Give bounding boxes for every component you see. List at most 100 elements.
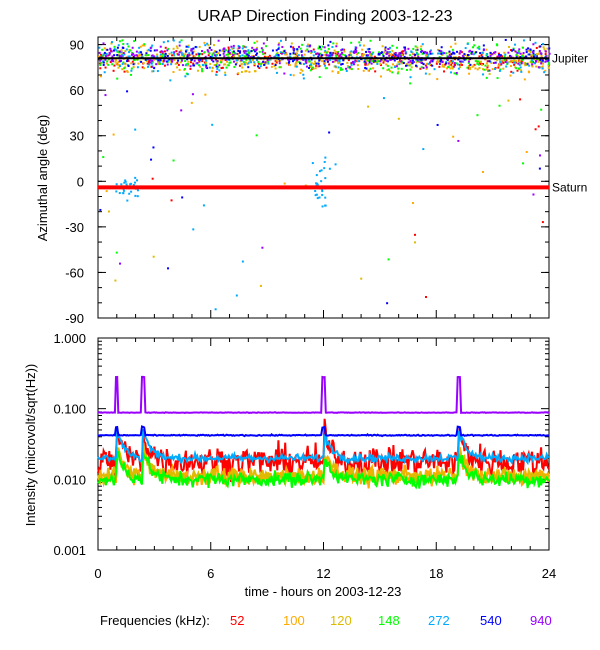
data-point (328, 167, 331, 170)
outlier-point (397, 117, 400, 120)
data-point (453, 62, 456, 65)
data-point (363, 60, 366, 63)
data-point (201, 69, 204, 72)
data-point (186, 49, 189, 52)
data-point (511, 59, 514, 62)
data-point (116, 46, 119, 49)
data-point (517, 51, 520, 54)
data-point (227, 53, 230, 56)
data-point (319, 46, 322, 49)
data-point (304, 58, 307, 61)
data-point (161, 50, 164, 53)
data-point (264, 52, 267, 55)
data-point (147, 54, 150, 57)
data-point (324, 64, 327, 67)
data-point (366, 63, 369, 66)
data-point (394, 51, 397, 54)
data-point (460, 60, 463, 63)
data-point (224, 59, 227, 62)
data-point (500, 63, 503, 66)
data-point (275, 71, 278, 74)
data-point (129, 49, 132, 52)
data-point (241, 47, 244, 50)
data-point (216, 67, 219, 70)
data-point (109, 47, 112, 50)
data-point (247, 66, 250, 69)
data-point (383, 51, 386, 54)
data-point (132, 63, 135, 66)
outlier-point (105, 190, 108, 193)
data-point (438, 55, 441, 58)
data-point (149, 47, 152, 50)
data-point (98, 55, 101, 58)
data-point (353, 60, 356, 63)
data-point (127, 64, 130, 67)
data-point (320, 55, 323, 58)
data-point (156, 70, 159, 73)
data-point (450, 53, 453, 56)
data-point (141, 56, 144, 59)
saturn-label: Saturn (552, 180, 587, 194)
data-point (518, 58, 521, 61)
data-point (396, 63, 399, 66)
data-point (389, 46, 392, 49)
data-point (294, 65, 297, 68)
data-point (185, 49, 188, 52)
data-point (367, 69, 370, 72)
data-point (323, 61, 326, 64)
data-point (184, 64, 187, 67)
data-point (267, 62, 270, 65)
data-point (516, 69, 519, 72)
data-point (156, 62, 159, 65)
outlier-point (452, 135, 455, 138)
outlier-point (114, 279, 117, 282)
data-point (237, 49, 240, 52)
data-point (251, 46, 254, 49)
data-point (283, 52, 286, 55)
data-point (208, 46, 211, 49)
data-point (472, 53, 475, 56)
data-point (117, 63, 120, 66)
data-point (318, 53, 321, 56)
data-point (265, 55, 268, 58)
data-point (270, 65, 273, 68)
data-point (510, 70, 513, 73)
data-point (179, 61, 182, 64)
data-point (474, 67, 477, 70)
data-point (245, 70, 248, 73)
data-point (391, 54, 394, 57)
data-point (198, 60, 201, 63)
data-point (512, 71, 515, 74)
data-point (449, 67, 452, 70)
data-point (475, 51, 478, 54)
data-point (529, 53, 532, 56)
data-point (520, 69, 523, 72)
data-point (480, 54, 483, 57)
data-point (467, 66, 470, 69)
data-point (104, 58, 107, 61)
data-point (499, 61, 502, 64)
data-point (236, 52, 239, 55)
data-point (295, 65, 298, 68)
data-point (210, 48, 213, 51)
data-point (503, 55, 506, 58)
data-point (277, 43, 280, 46)
outlier-point (507, 99, 510, 102)
data-point (122, 52, 125, 55)
data-point (341, 53, 344, 56)
data-point (348, 54, 351, 57)
data-point (401, 50, 404, 53)
data-point (283, 72, 286, 75)
legend-entry-540-khz: 540 (480, 613, 502, 628)
data-point (412, 47, 415, 50)
outlier-point (99, 208, 102, 211)
data-point (366, 59, 369, 62)
data-point (370, 60, 373, 63)
data-point (123, 53, 126, 56)
data-point (292, 49, 295, 52)
data-point (316, 197, 319, 200)
data-point (520, 60, 523, 63)
data-point (217, 39, 220, 42)
data-point (164, 46, 167, 49)
outlier-point (498, 104, 501, 107)
